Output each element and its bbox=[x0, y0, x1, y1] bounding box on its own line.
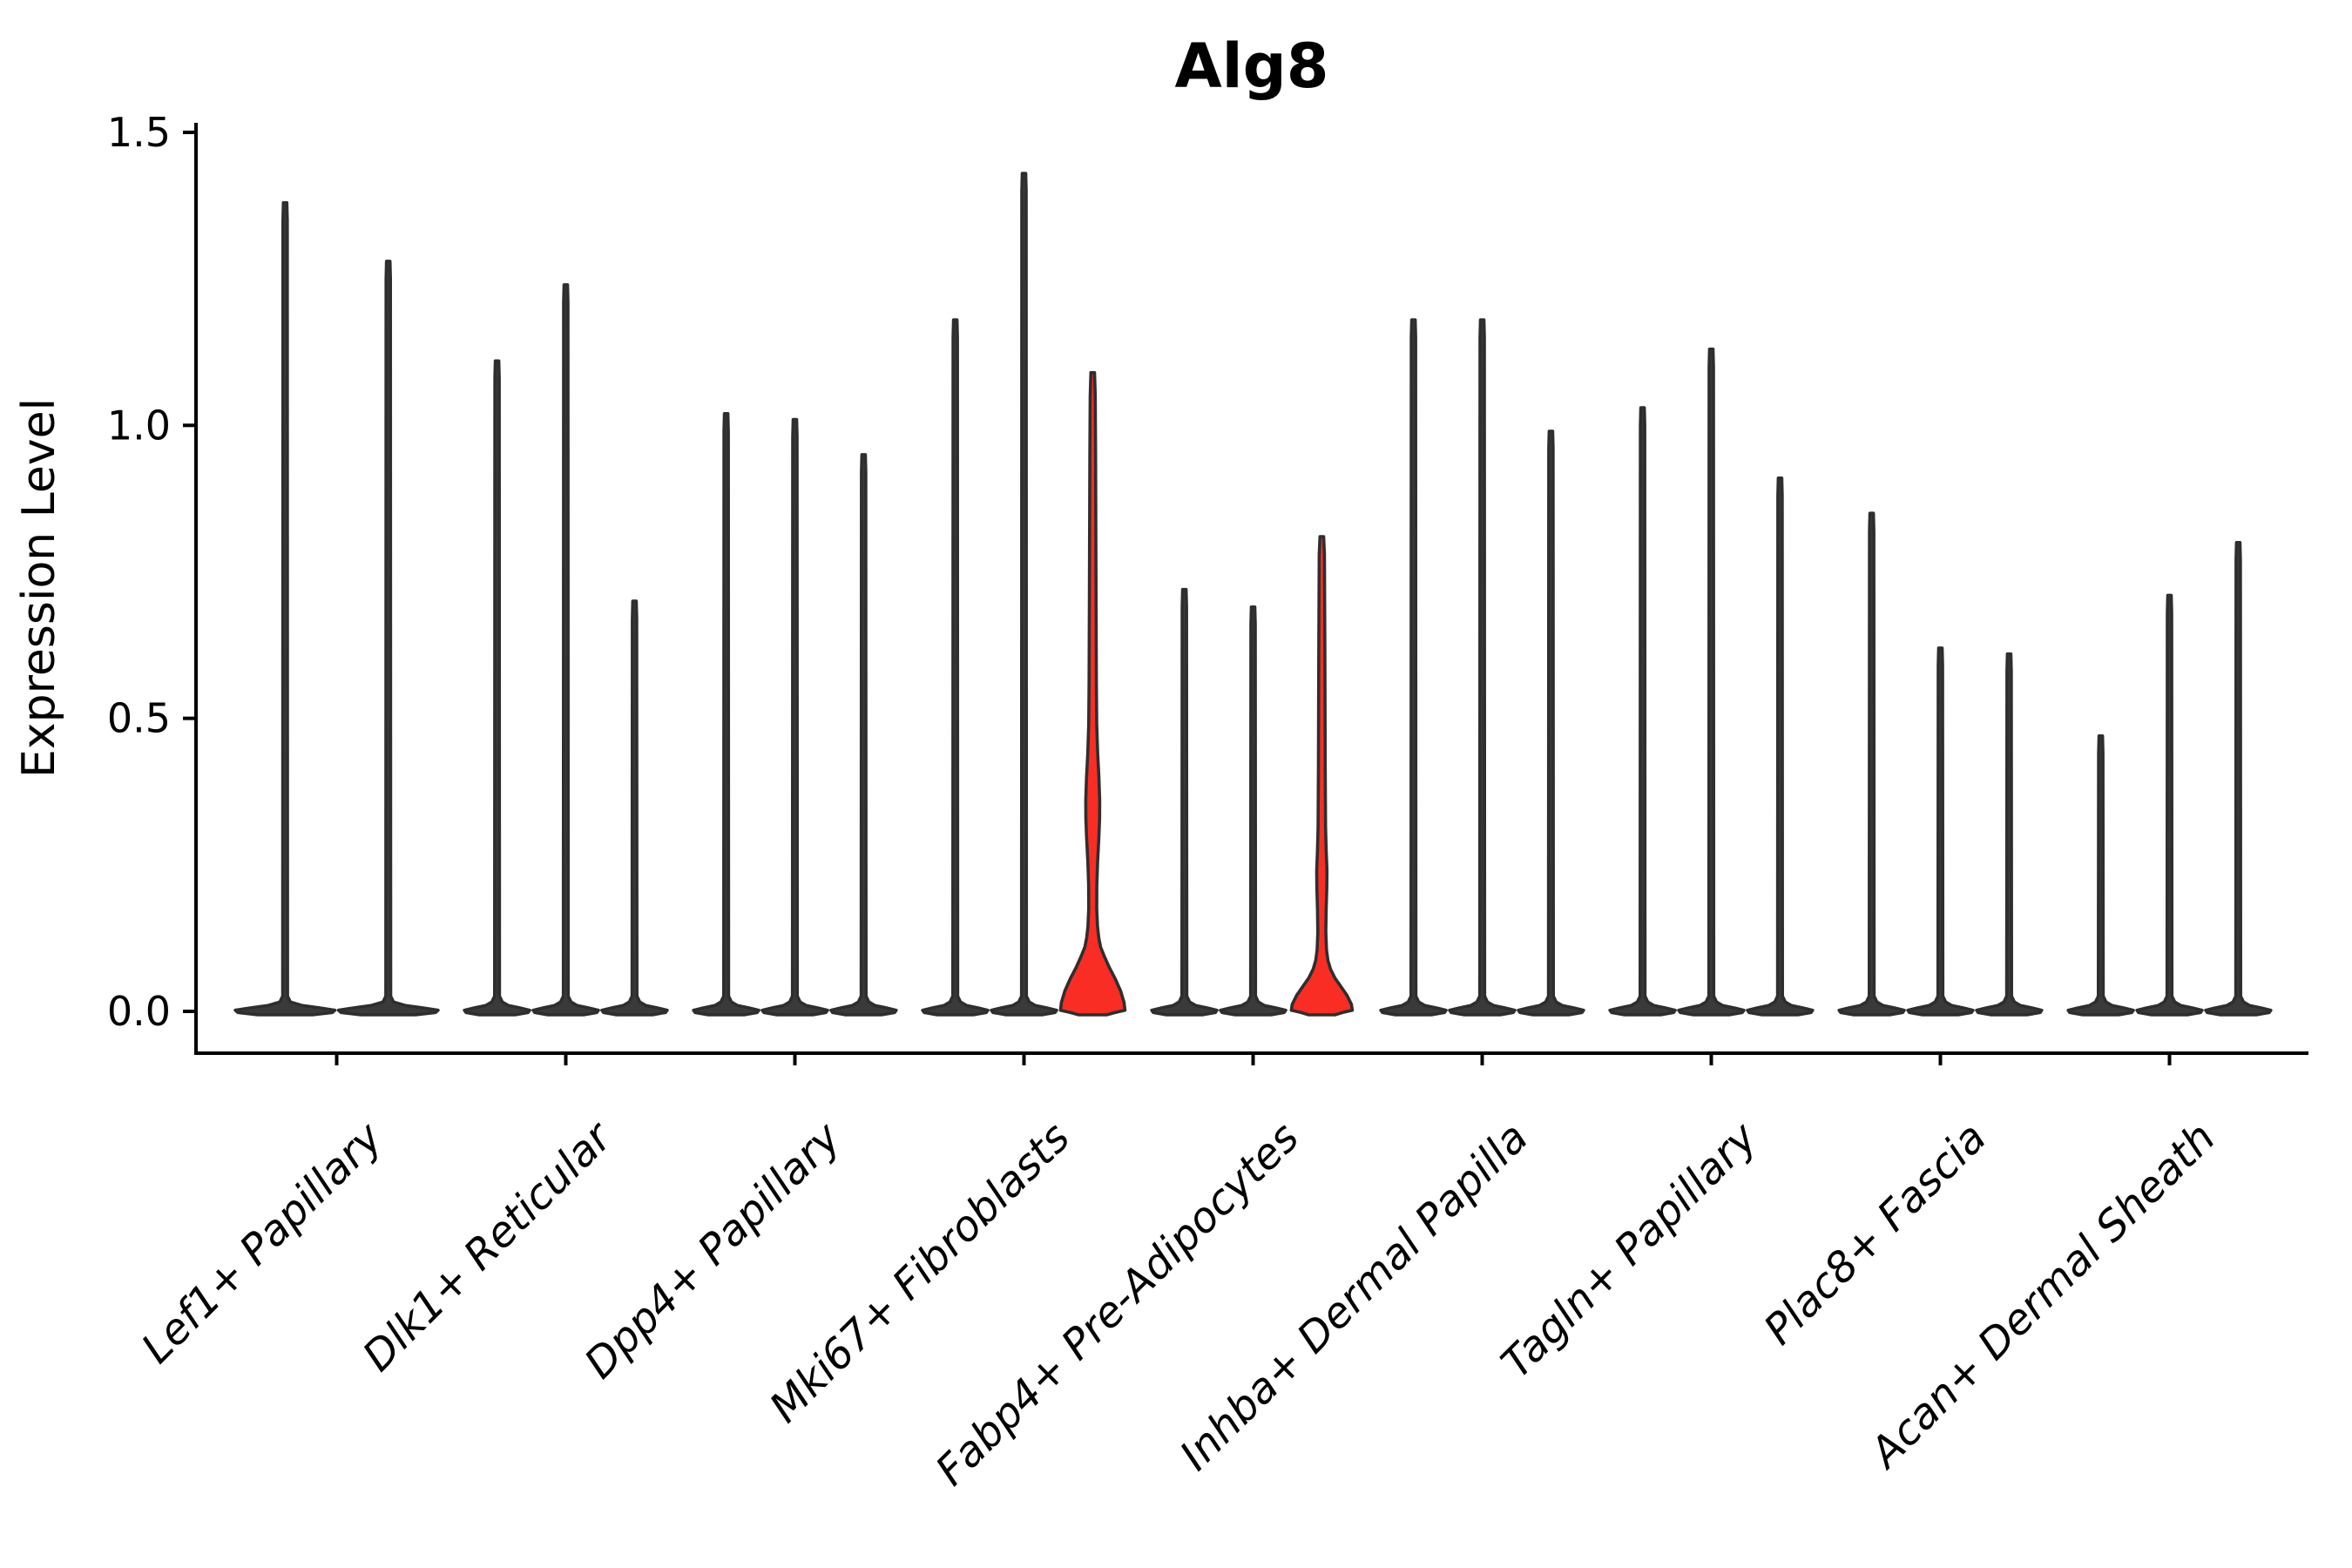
violin-shape bbox=[1837, 511, 1906, 1017]
violin-shape-highlighted bbox=[1058, 371, 1127, 1017]
chart-title: Alg8 bbox=[1175, 30, 1329, 102]
x-tick-label: Fabp4+ Pre-Adipocytes bbox=[926, 1113, 1308, 1496]
violin-shape bbox=[760, 417, 829, 1017]
violin-shape bbox=[1906, 646, 1975, 1017]
x-tick-label: Dlk1+ Reticular bbox=[354, 1112, 624, 1382]
y-axis-label: Expression Level bbox=[13, 398, 65, 778]
violin-shape-highlighted bbox=[1289, 535, 1355, 1017]
violin-shape bbox=[2135, 593, 2204, 1017]
x-tick-label: Dpp4+ Papillary bbox=[575, 1112, 850, 1388]
violin-shape bbox=[1608, 406, 1677, 1017]
violin-shape bbox=[1517, 429, 1585, 1017]
x-tick-label: Plac8+ Fascia bbox=[1754, 1113, 1996, 1355]
violin-shape bbox=[921, 318, 990, 1017]
violin-shape bbox=[1448, 318, 1517, 1017]
violin-shape bbox=[692, 412, 760, 1017]
violin-shape bbox=[336, 260, 440, 1017]
y-tick-label: 1.0 bbox=[107, 402, 171, 449]
y-tick-label: 0.0 bbox=[107, 988, 171, 1035]
y-tick-label: 1.5 bbox=[107, 109, 171, 156]
violin-shape bbox=[1219, 605, 1288, 1017]
violin-shape bbox=[233, 200, 337, 1017]
violin-shape bbox=[600, 599, 669, 1017]
violin-shape bbox=[829, 453, 898, 1017]
violin-shape bbox=[1677, 348, 1746, 1017]
violin-shape bbox=[1379, 318, 1448, 1017]
x-tick-label: Lef1+ Papillary bbox=[132, 1112, 393, 1373]
violin-shape bbox=[463, 359, 531, 1017]
violin-shape bbox=[990, 172, 1058, 1017]
violin-shape bbox=[531, 283, 600, 1017]
violin-shape bbox=[1975, 652, 2044, 1017]
axes bbox=[183, 123, 2308, 1065]
violin-shape bbox=[1150, 587, 1219, 1017]
violin-shape bbox=[2066, 734, 2135, 1017]
x-tick-label: Tagln+ Papillary bbox=[1492, 1112, 1767, 1388]
violin-shape bbox=[2204, 541, 2273, 1017]
y-tick-label: 0.5 bbox=[107, 695, 171, 742]
violin-shape bbox=[1746, 476, 1815, 1017]
violins-layer bbox=[233, 172, 2273, 1017]
y-tick-labels: 0.0 0.5 1.0 1.5 bbox=[107, 109, 171, 1035]
